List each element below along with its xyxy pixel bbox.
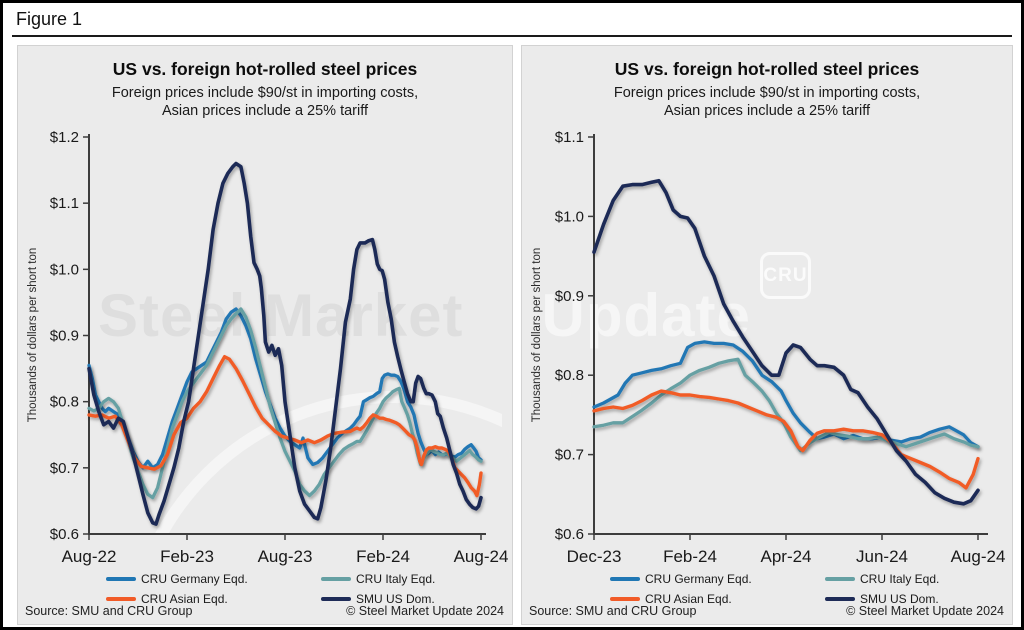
x-tick-label: Feb-24 — [356, 547, 410, 566]
copyright-text: © Steel Market Update 2024 — [846, 604, 1004, 618]
x-tick-label: Aug-24 — [454, 547, 509, 566]
copyright-text: © Steel Market Update 2024 — [346, 604, 504, 618]
chart-title: US vs. foreign hot-rolled steel prices — [112, 59, 418, 79]
legend-item-cru-germany-eqd: CRU Germany Eqd. — [106, 572, 321, 586]
chart-legend: CRU Germany Eqd. CRU Italy Eqd. CRU Asian … — [610, 572, 939, 606]
figure-label: Figure 1 — [16, 9, 83, 29]
legend-label: CRU Germany Eqd. — [141, 572, 248, 586]
x-tick-label: Dec-23 — [567, 547, 622, 566]
legend-chip-cru-italy-eqd — [825, 577, 855, 581]
legend-item-smu-us-dom: SMU US Dom. — [825, 592, 939, 606]
chart-subtitle-line2: Asian prices include a 25% tariff — [161, 103, 369, 119]
x-tick-label: Aug-22 — [62, 547, 117, 566]
legend-item-cru-germany-eqd: CRU Germany Eqd. — [610, 572, 825, 586]
series-line-smu-us-dom — [87, 161, 483, 526]
legend-label: SMU US Dom. — [860, 592, 939, 606]
legend-label: CRU Italy Eqd. — [356, 572, 436, 586]
y-tick-label: $0.8 — [555, 367, 584, 384]
source-row: Source: SMU and CRU Group © Steel Market… — [25, 604, 504, 618]
series-line-cru-asian-eqd — [592, 389, 980, 490]
chart-title: US vs. foreign hot-rolled steel prices — [614, 59, 920, 79]
legend-label: CRU Asian Eqd. — [645, 592, 732, 606]
legend-label: CRU Italy Eqd. — [860, 572, 940, 586]
legend-chip-cru-italy-eqd — [321, 577, 351, 581]
y-tick-label: $1.2 — [50, 129, 79, 146]
source-text: Source: SMU and CRU Group — [529, 604, 697, 618]
axis-lines — [593, 134, 988, 535]
x-tick-label: Feb-23 — [160, 547, 214, 566]
chart-subtitle-line2: Asian prices include a 25% tariff — [663, 103, 871, 119]
y-tick-label: $1.1 — [50, 195, 79, 212]
series-line-cru-asian-eqd — [87, 355, 483, 498]
legend-label: SMU US Dom. — [356, 592, 435, 606]
legend-item-cru-italy-eqd: CRU Italy Eqd. — [321, 572, 435, 586]
chart-subtitle-line1: Foreign prices include $90/st in importi… — [613, 85, 921, 101]
x-tick-label: Apr-24 — [760, 547, 811, 566]
legend-item-cru-asian-eqd: CRU Asian Eqd. — [610, 592, 825, 606]
legend-chip-cru-germany-eqd — [610, 577, 640, 581]
x-tick-label: Jun-24 — [856, 547, 908, 566]
legend-chip-cru-germany-eqd — [106, 577, 136, 581]
x-tick-label: Aug-24 — [951, 547, 1006, 566]
y-tick-label: $0.6 — [50, 526, 79, 543]
chart-subtitle-line1: Foreign prices include $90/st in importi… — [111, 85, 419, 101]
y-tick-label: $0.7 — [555, 447, 584, 464]
legend-label: CRU Germany Eqd. — [645, 572, 752, 586]
legend-chip-smu-us-dom — [825, 597, 855, 601]
chart-panel-right: US vs. foreign hot-rolled steel prices F… — [521, 45, 1013, 625]
axis-lines — [88, 134, 486, 535]
legend-chip-smu-us-dom — [321, 597, 351, 601]
y-tick-label: $0.9 — [555, 288, 584, 305]
y-tick-label: $1.1 — [555, 129, 584, 146]
chart-legend: CRU Germany Eqd. CRU Italy Eqd. CRU Asian … — [106, 572, 435, 606]
source-row: Source: SMU and CRU Group © Steel Market… — [529, 604, 1004, 618]
legend-item-cru-asian-eqd: CRU Asian Eqd. — [106, 592, 321, 606]
y-tick-label: $0.6 — [555, 526, 584, 543]
x-tick-label: Feb-24 — [663, 547, 717, 566]
source-text: Source: SMU and CRU Group — [25, 604, 193, 618]
header-rule — [12, 35, 1012, 37]
y-tick-label: $1.0 — [555, 208, 584, 225]
series-line-cru-germany-eqd — [592, 340, 980, 449]
y-tick-label: $0.9 — [50, 328, 79, 345]
chart-panel-left: US vs. foreign hot-rolled steel prices F… — [17, 45, 513, 625]
x-tick-label: Aug-23 — [258, 547, 313, 566]
legend-chip-cru-asian-eqd — [106, 597, 136, 601]
y-tick-label: $0.8 — [50, 394, 79, 411]
legend-chip-cru-asian-eqd — [610, 597, 640, 601]
y-tick-label: $0.7 — [50, 460, 79, 477]
line-chart-right: $0.6 $0.7 $0.8 $0.9 $1.0 $1.1 Dec-23 Feb-24 Apr-… — [555, 129, 1006, 566]
legend-item-cru-italy-eqd: CRU Italy Eqd. — [825, 572, 939, 586]
line-chart-left: $0.6 $0.7 $0.8 $0.9 $1.0 $1.1 $1.2 Aug-22 Feb-23… — [50, 129, 509, 566]
legend-item-smu-us-dom: SMU US Dom. — [321, 592, 435, 606]
legend-label: CRU Asian Eqd. — [141, 592, 228, 606]
y-tick-label: $1.0 — [50, 261, 79, 278]
series-line-smu-us-dom — [592, 178, 980, 506]
